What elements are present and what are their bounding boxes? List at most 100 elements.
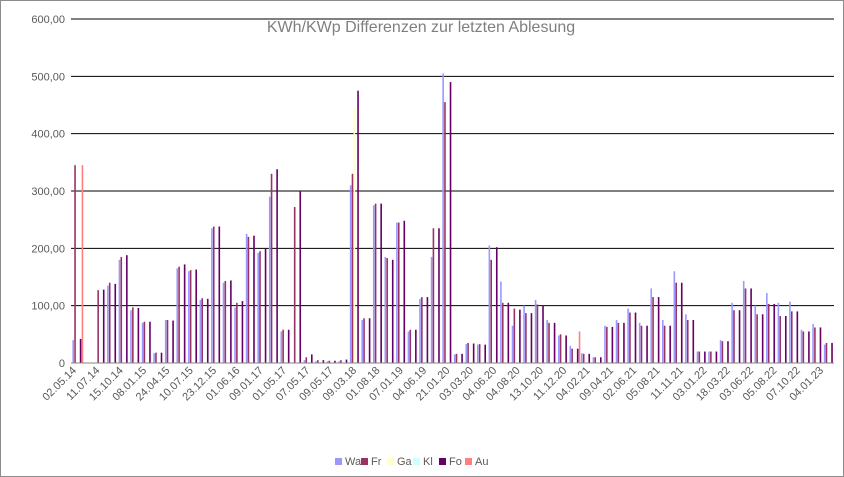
bar xyxy=(222,282,225,363)
bar xyxy=(611,326,614,363)
bar xyxy=(368,318,371,363)
bar xyxy=(594,357,597,363)
bar xyxy=(201,298,203,363)
bar xyxy=(241,301,244,363)
bar xyxy=(534,299,537,363)
bar xyxy=(409,329,412,363)
bar xyxy=(790,311,793,363)
bar xyxy=(789,301,791,363)
bar xyxy=(488,245,491,363)
bar xyxy=(299,191,302,363)
bar xyxy=(172,320,174,363)
bar xyxy=(353,107,356,364)
bar xyxy=(218,226,221,363)
bar xyxy=(97,290,99,363)
bar xyxy=(465,344,468,363)
bar xyxy=(796,311,799,363)
bar xyxy=(372,205,375,363)
bar xyxy=(178,266,180,363)
bar xyxy=(230,280,232,363)
bar xyxy=(478,344,481,363)
bar xyxy=(270,173,273,363)
bar xyxy=(430,256,433,363)
legend-label: Au xyxy=(475,456,488,468)
bar xyxy=(396,222,398,363)
bar xyxy=(519,309,521,363)
legend-label: Fr xyxy=(371,456,382,468)
bar xyxy=(253,235,255,363)
bar xyxy=(588,353,591,363)
legend-label: Fo xyxy=(449,456,462,468)
chart-title: KWh/KWp Differenzen zur letzten Ablesung xyxy=(267,19,575,36)
bar xyxy=(72,340,74,363)
bar xyxy=(328,360,331,363)
bar xyxy=(461,353,463,363)
bar xyxy=(143,321,146,363)
bar xyxy=(663,325,666,363)
bar xyxy=(548,322,550,363)
bar xyxy=(282,329,284,363)
bar xyxy=(340,360,342,363)
bar xyxy=(779,315,782,363)
bar xyxy=(107,285,109,363)
bar xyxy=(773,303,776,363)
bar xyxy=(814,327,816,363)
bar xyxy=(578,331,581,363)
legend: Wa Fr Ga Kl Fo Au xyxy=(335,456,488,468)
bar xyxy=(592,357,595,363)
bar xyxy=(130,310,132,363)
bars xyxy=(72,73,833,364)
bar xyxy=(380,203,382,363)
bar xyxy=(650,288,653,363)
bar xyxy=(79,338,82,363)
bar xyxy=(426,297,429,363)
bar xyxy=(507,302,510,363)
bar xyxy=(338,361,340,363)
bar xyxy=(571,348,573,363)
y-tick-label: 500,00 xyxy=(31,71,65,83)
bar xyxy=(176,268,179,363)
bar xyxy=(617,322,620,363)
bar xyxy=(199,299,202,363)
bar xyxy=(166,320,169,363)
bar xyxy=(397,222,400,363)
bar xyxy=(634,312,637,363)
bar xyxy=(421,297,423,363)
bar xyxy=(187,271,190,363)
bar xyxy=(802,331,805,363)
legend-swatch xyxy=(361,458,368,465)
bar xyxy=(477,344,479,363)
bar xyxy=(615,320,618,363)
bar xyxy=(777,302,780,363)
bar xyxy=(81,165,84,363)
bar xyxy=(114,283,117,363)
bar xyxy=(303,360,306,363)
bar xyxy=(710,351,712,363)
bar xyxy=(391,259,394,363)
bar xyxy=(442,73,444,363)
bar xyxy=(800,329,803,363)
bar xyxy=(675,282,677,363)
bar xyxy=(407,331,410,363)
bar xyxy=(293,207,296,363)
bar xyxy=(141,322,144,363)
bar xyxy=(744,288,747,363)
legend-swatch xyxy=(387,458,394,465)
bar xyxy=(419,298,421,363)
bar xyxy=(349,185,352,363)
bar xyxy=(559,334,562,363)
bar xyxy=(326,361,329,363)
bar xyxy=(673,271,676,363)
legend-label: Wa xyxy=(345,456,362,468)
bar xyxy=(557,335,560,363)
bar xyxy=(245,234,248,363)
y-tick-label: 400,00 xyxy=(31,129,65,141)
bar xyxy=(490,259,493,363)
bar xyxy=(206,298,209,363)
bar xyxy=(264,248,267,363)
bar xyxy=(825,342,828,363)
gridlines xyxy=(71,18,834,307)
bar xyxy=(831,342,833,363)
bar xyxy=(742,281,745,363)
